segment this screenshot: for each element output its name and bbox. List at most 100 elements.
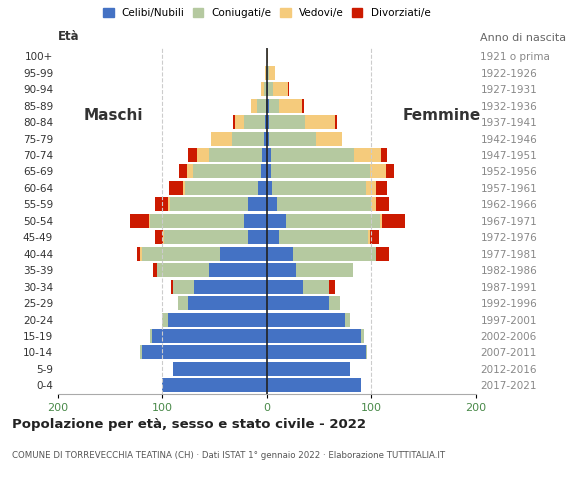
Text: Età: Età [58, 30, 79, 43]
Bar [267, 346, 366, 360]
Bar [137, 247, 140, 261]
Bar [260, 165, 267, 179]
Text: Popolazione per età, sesso e stato civile - 2022: Popolazione per età, sesso e stato civil… [12, 418, 365, 431]
Bar [233, 132, 264, 145]
Bar [267, 296, 329, 310]
Bar [264, 115, 267, 129]
Bar [130, 214, 149, 228]
Bar [269, 115, 306, 129]
Bar [260, 82, 264, 96]
Bar [271, 148, 354, 162]
Bar [170, 197, 248, 211]
Bar [212, 132, 233, 145]
Bar [162, 378, 267, 392]
Bar [267, 263, 296, 277]
Bar [150, 329, 152, 343]
Bar [142, 346, 267, 360]
Bar [376, 181, 387, 195]
Bar [370, 165, 386, 179]
Bar [194, 280, 267, 294]
Bar [303, 280, 329, 294]
Legend: Celibi/Nubili, Coniugati/e, Vedovi/e, Divorziati/e: Celibi/Nubili, Coniugati/e, Vedovi/e, Di… [103, 8, 430, 18]
Bar [186, 181, 259, 195]
Bar [267, 66, 269, 80]
Bar [329, 296, 340, 310]
Bar [382, 214, 405, 228]
Bar [267, 362, 350, 376]
Bar [165, 230, 248, 244]
Bar [267, 329, 361, 343]
Bar [197, 148, 209, 162]
Bar [267, 115, 269, 129]
Bar [267, 98, 269, 113]
Bar [235, 115, 244, 129]
Bar [233, 115, 235, 129]
Bar [267, 49, 268, 63]
Text: COMUNE DI TORREVECCHIA TEATINA (CH) · Dati ISTAT 1° gennaio 2022 · Elaborazione : COMUNE DI TORREVECCHIA TEATINA (CH) · Da… [12, 451, 445, 460]
Bar [293, 247, 376, 261]
Bar [267, 378, 361, 392]
Bar [368, 230, 370, 244]
Bar [244, 115, 264, 129]
Bar [306, 115, 335, 129]
Bar [267, 312, 345, 326]
Bar [273, 82, 288, 96]
Bar [267, 148, 271, 162]
Bar [258, 98, 266, 113]
Bar [361, 329, 364, 343]
Bar [140, 247, 142, 261]
Bar [155, 197, 168, 211]
Bar [269, 98, 280, 113]
Bar [173, 362, 267, 376]
Bar [267, 165, 271, 179]
Bar [354, 148, 380, 162]
Bar [267, 214, 285, 228]
Bar [277, 197, 371, 211]
Bar [188, 148, 197, 162]
Bar [150, 214, 244, 228]
Bar [153, 263, 157, 277]
Bar [366, 181, 376, 195]
Bar [335, 115, 337, 129]
Bar [267, 197, 277, 211]
Bar [379, 214, 382, 228]
Text: Anno di nascita: Anno di nascita [480, 33, 566, 43]
Bar [142, 247, 220, 261]
Bar [178, 296, 188, 310]
Bar [266, 66, 267, 80]
Bar [259, 181, 267, 195]
Bar [193, 165, 260, 179]
Bar [376, 197, 389, 211]
Bar [251, 98, 258, 113]
Bar [285, 214, 379, 228]
Bar [168, 312, 267, 326]
Bar [149, 214, 150, 228]
Bar [371, 197, 376, 211]
Bar [345, 312, 350, 326]
Text: Femmine: Femmine [403, 108, 481, 123]
Bar [376, 247, 389, 261]
Bar [268, 82, 273, 96]
Bar [280, 98, 302, 113]
Bar [183, 181, 186, 195]
Bar [179, 165, 187, 179]
Bar [157, 263, 209, 277]
Bar [140, 346, 142, 360]
Bar [264, 132, 267, 145]
Bar [209, 148, 262, 162]
Bar [248, 197, 267, 211]
Bar [220, 247, 267, 261]
Bar [267, 132, 269, 145]
Bar [267, 82, 268, 96]
Bar [271, 165, 370, 179]
Bar [267, 247, 293, 261]
Bar [366, 346, 367, 360]
Bar [329, 280, 335, 294]
Bar [173, 280, 194, 294]
Bar [155, 230, 164, 244]
Bar [152, 329, 267, 343]
Text: Maschi: Maschi [84, 108, 144, 123]
Bar [266, 98, 267, 113]
Bar [264, 82, 267, 96]
Bar [296, 263, 353, 277]
